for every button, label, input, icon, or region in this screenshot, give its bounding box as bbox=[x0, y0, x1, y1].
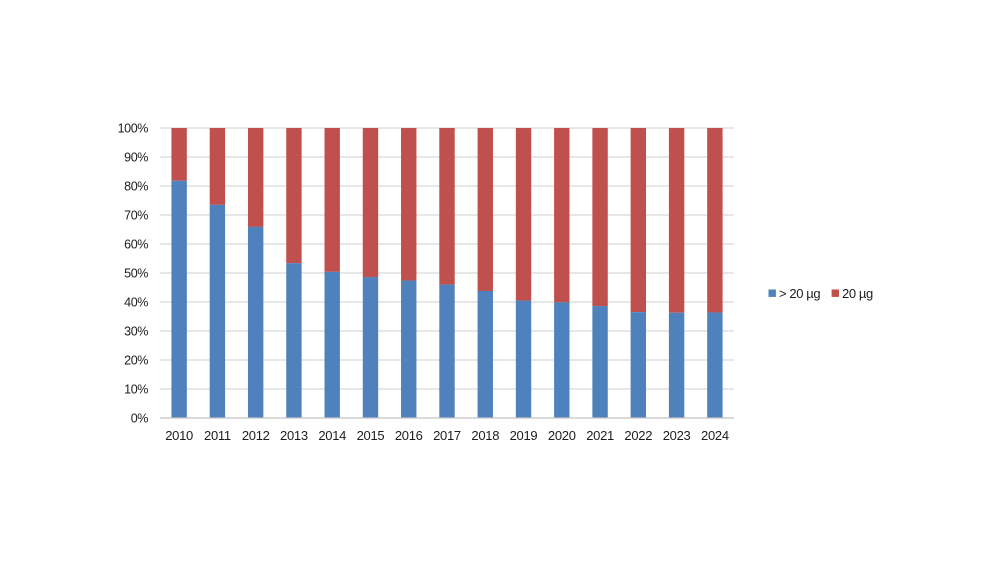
svg-text:20 µg: 20 µg bbox=[842, 286, 873, 301]
svg-text:2019: 2019 bbox=[510, 428, 538, 443]
svg-text:2012: 2012 bbox=[242, 428, 270, 443]
svg-text:60%: 60% bbox=[124, 238, 148, 252]
svg-text:2020: 2020 bbox=[548, 428, 576, 443]
svg-text:80%: 80% bbox=[124, 180, 148, 194]
svg-text:0%: 0% bbox=[131, 412, 149, 426]
svg-text:2017: 2017 bbox=[433, 428, 461, 443]
svg-text:20%: 20% bbox=[124, 354, 148, 368]
svg-text:90%: 90% bbox=[124, 151, 148, 165]
svg-text:> 20 µg: > 20 µg bbox=[779, 286, 820, 301]
svg-text:2013: 2013 bbox=[280, 428, 308, 443]
svg-text:40%: 40% bbox=[124, 296, 148, 310]
svg-text:2015: 2015 bbox=[357, 428, 385, 443]
svg-text:2018: 2018 bbox=[471, 428, 499, 443]
svg-text:70%: 70% bbox=[124, 209, 148, 223]
svg-text:2022: 2022 bbox=[624, 428, 652, 443]
svg-text:100%: 100% bbox=[118, 122, 149, 136]
svg-text:50%: 50% bbox=[124, 267, 148, 281]
svg-text:2021: 2021 bbox=[586, 428, 614, 443]
svg-text:2010: 2010 bbox=[165, 428, 193, 443]
svg-text:2011: 2011 bbox=[204, 428, 231, 443]
svg-text:10%: 10% bbox=[124, 383, 148, 397]
svg-text:2023: 2023 bbox=[663, 428, 691, 443]
svg-text:2024: 2024 bbox=[701, 428, 729, 443]
svg-text:2014: 2014 bbox=[318, 428, 346, 443]
svg-text:2016: 2016 bbox=[395, 428, 423, 443]
svg-text:30%: 30% bbox=[124, 325, 148, 339]
